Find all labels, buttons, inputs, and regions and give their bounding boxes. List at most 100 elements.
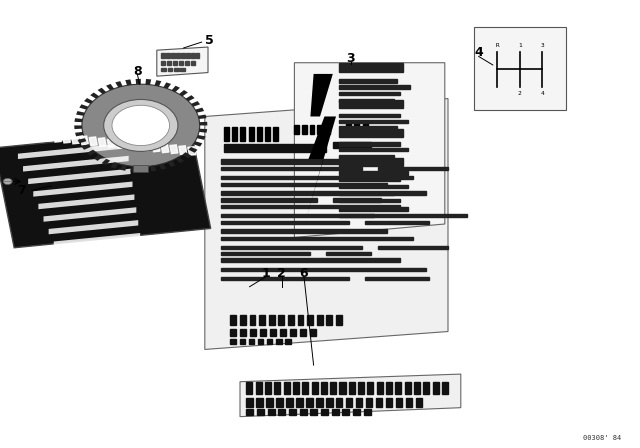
Bar (358, 382, 364, 394)
Bar (414, 382, 420, 394)
Circle shape (104, 99, 178, 151)
Bar (339, 126, 397, 129)
Bar (423, 382, 429, 394)
Bar (321, 382, 327, 394)
Bar (307, 315, 313, 325)
Polygon shape (81, 144, 91, 150)
Polygon shape (154, 80, 161, 86)
Polygon shape (136, 79, 141, 84)
Bar (241, 127, 245, 141)
Text: 2: 2 (518, 90, 522, 96)
Bar (270, 329, 276, 336)
Polygon shape (111, 162, 118, 168)
Bar (326, 252, 371, 255)
Bar (221, 205, 400, 208)
Polygon shape (474, 27, 566, 110)
Bar (354, 123, 359, 130)
Bar (221, 229, 387, 233)
Bar (273, 127, 278, 141)
Bar (339, 155, 394, 158)
Bar (339, 92, 400, 95)
Bar (161, 68, 166, 71)
Bar (230, 339, 236, 344)
Bar (339, 142, 400, 146)
Bar (174, 68, 179, 71)
Polygon shape (182, 152, 191, 159)
Polygon shape (186, 95, 195, 101)
Bar (363, 123, 368, 130)
Bar (53, 134, 61, 142)
Polygon shape (240, 374, 461, 417)
Bar (257, 409, 264, 415)
Bar (285, 339, 291, 344)
Polygon shape (54, 233, 140, 247)
Polygon shape (75, 132, 84, 136)
Text: 4: 4 (474, 46, 483, 60)
Bar (221, 198, 317, 202)
Bar (221, 237, 413, 240)
Bar (442, 382, 448, 394)
Polygon shape (115, 81, 123, 87)
Text: 7: 7 (17, 184, 26, 197)
Bar (353, 409, 360, 415)
Text: 1: 1 (518, 43, 522, 48)
Bar (168, 68, 172, 71)
Bar (232, 127, 237, 141)
Bar (259, 315, 265, 325)
Bar (241, 329, 246, 336)
Bar (321, 409, 328, 415)
Polygon shape (294, 63, 445, 237)
Bar (17, 130, 26, 138)
Bar (62, 134, 70, 143)
Bar (143, 142, 151, 151)
Bar (300, 329, 306, 336)
Polygon shape (191, 101, 200, 107)
Bar (377, 382, 383, 394)
Bar (346, 398, 353, 407)
Text: 2: 2 (277, 267, 286, 280)
Bar (390, 214, 467, 217)
Polygon shape (175, 157, 184, 163)
Bar (316, 398, 323, 407)
Bar (161, 144, 169, 153)
Polygon shape (74, 118, 83, 122)
Polygon shape (87, 150, 96, 156)
Polygon shape (150, 165, 156, 172)
Bar (167, 61, 172, 65)
Bar (326, 398, 333, 407)
Polygon shape (102, 159, 110, 165)
Polygon shape (90, 92, 99, 99)
Polygon shape (199, 129, 207, 133)
Polygon shape (120, 164, 127, 171)
Bar (294, 125, 299, 134)
Bar (221, 277, 349, 280)
Bar (310, 409, 317, 415)
Bar (116, 140, 124, 148)
Bar (326, 315, 332, 325)
Polygon shape (106, 84, 114, 90)
Bar (298, 315, 303, 325)
Bar (221, 221, 349, 224)
Bar (246, 398, 253, 407)
Bar (339, 63, 403, 72)
Text: 5: 5 (205, 34, 214, 47)
Polygon shape (125, 79, 132, 86)
Bar (240, 315, 246, 325)
Bar (276, 339, 282, 344)
Polygon shape (205, 99, 448, 349)
Bar (221, 176, 413, 179)
Bar (290, 329, 296, 336)
Bar (221, 268, 426, 271)
Bar (256, 382, 262, 394)
Bar (339, 120, 408, 123)
Bar (188, 146, 196, 155)
Bar (339, 129, 403, 137)
Polygon shape (163, 82, 171, 89)
Circle shape (82, 84, 200, 167)
Bar (339, 207, 408, 211)
Polygon shape (195, 108, 204, 113)
Bar (325, 125, 330, 134)
Polygon shape (44, 207, 136, 222)
Bar (257, 398, 263, 407)
Bar (152, 143, 160, 152)
